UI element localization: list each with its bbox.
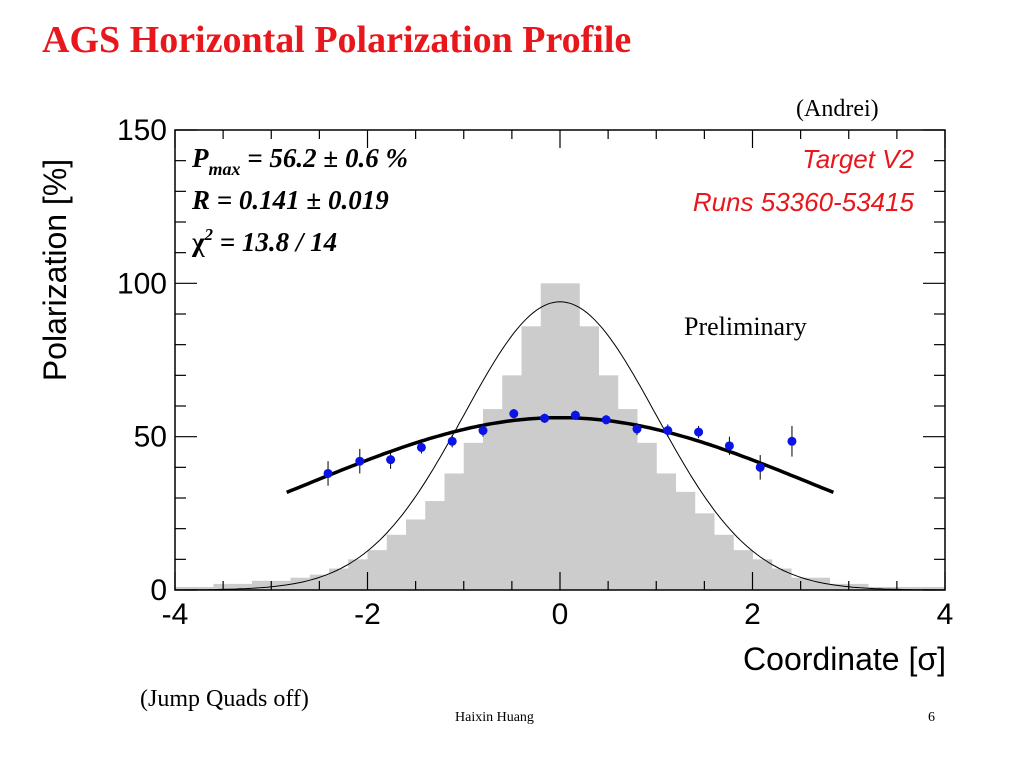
histogram-bar — [329, 568, 349, 590]
histogram-bar — [733, 550, 753, 590]
x-tick-label: 2 — [744, 598, 761, 631]
data-point — [386, 455, 396, 465]
histogram-bar — [367, 550, 388, 590]
runs-label: Runs 53360-53415 — [693, 187, 915, 217]
data-point — [323, 468, 333, 478]
data-points — [323, 409, 797, 486]
histogram-bar — [637, 442, 657, 590]
histogram-bar — [617, 409, 638, 590]
histogram-bar — [386, 534, 407, 590]
data-point — [724, 441, 734, 451]
histogram-bar — [791, 577, 830, 590]
x-axis-title: Coordinate [σ] — [743, 641, 946, 677]
y-tick-label: 0 — [150, 574, 167, 607]
jump-quads-note: (Jump Quads off) — [140, 686, 309, 712]
histogram-bar — [656, 473, 676, 590]
data-point — [540, 413, 550, 423]
y-tick-label: 100 — [117, 267, 167, 300]
beam-profile-line — [175, 301, 945, 591]
x-tick-label: -4 — [162, 598, 189, 631]
data-point — [447, 436, 457, 446]
histogram-bar — [694, 513, 715, 590]
data-point — [694, 427, 704, 437]
target-label: Target V2 — [802, 144, 914, 174]
page-number: 6 — [928, 710, 935, 725]
histogram-bar — [425, 501, 445, 590]
histogram-bar — [483, 409, 503, 590]
data-point — [478, 426, 488, 436]
histogram-bar — [444, 473, 465, 590]
histogram-bar — [714, 534, 734, 590]
histogram-bar — [175, 586, 214, 590]
histogram-bar — [540, 283, 580, 590]
histogram-bar — [521, 326, 542, 590]
histogram-bar — [213, 583, 253, 590]
chi2-stat: χ2 = 13.8 / 14 — [191, 225, 337, 257]
data-point — [509, 409, 519, 419]
data-point — [570, 410, 580, 420]
fit-curve — [286, 415, 835, 495]
data-point — [663, 426, 673, 436]
y-tick-label: 50 — [134, 421, 167, 454]
histogram-bar — [598, 375, 619, 590]
histogram-bar — [406, 519, 426, 590]
pmax-value: = 56.2 ± 0.6 % — [241, 143, 408, 173]
histogram-bar — [348, 559, 368, 590]
x-tick-label: -2 — [354, 598, 381, 631]
preliminary-label: Preliminary — [684, 312, 807, 341]
data-point — [601, 415, 611, 425]
data-point — [755, 462, 765, 472]
data-point — [632, 424, 642, 434]
beam-profile — [175, 301, 945, 591]
author-note: (Andrei) — [796, 96, 879, 122]
footer-author: Haixin Huang — [455, 710, 534, 725]
axis-ticks: -4 -2 0 2 4 0 50 100 150 — [117, 114, 953, 631]
data-point — [787, 436, 797, 446]
x-tick-label: 0 — [552, 598, 569, 631]
histogram-bar — [579, 326, 599, 590]
histogram-bar — [463, 442, 484, 590]
histogram-bar — [290, 577, 311, 590]
histogram-bar — [502, 375, 522, 590]
histogram-bar — [906, 586, 946, 590]
r-stat: R = 0.141 ± 0.019 — [191, 185, 389, 215]
histogram-bar — [868, 586, 907, 590]
data-point — [355, 456, 365, 466]
x-tick-label: 4 — [937, 598, 954, 631]
histogram — [175, 283, 946, 590]
data-point — [416, 442, 426, 452]
histogram-bar — [771, 568, 792, 590]
y-tick-label: 150 — [117, 114, 167, 147]
histogram-bar — [675, 491, 696, 590]
histogram-bar — [752, 559, 773, 590]
chi2-value: = 13.8 / 14 — [213, 227, 337, 257]
pmax-stat: Pmax = 56.2 ± 0.6 % — [191, 143, 408, 179]
y-axis-title: Polarization [%] — [37, 159, 73, 381]
slide-title: AGS Horizontal Polarization Profile — [42, 19, 632, 61]
fit-line — [286, 415, 835, 495]
